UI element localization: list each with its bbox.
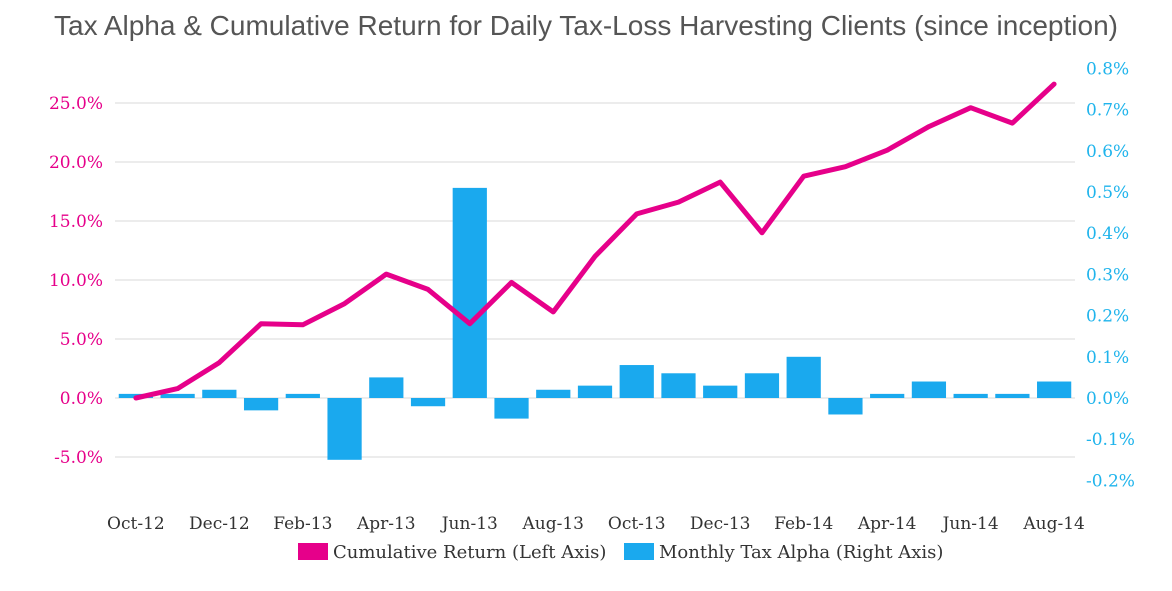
chart-title: Tax Alpha & Cumulative Return for Daily … [54, 10, 1118, 41]
tax-alpha-bar [536, 389, 571, 398]
left-axis-tick-label: 25.0% [49, 94, 103, 114]
tax-alpha-bar [369, 377, 404, 398]
tax-alpha-bars [118, 187, 1072, 460]
legend-swatch-tax-alpha [624, 543, 654, 560]
tax-alpha-bar [202, 389, 237, 398]
right-axis-tick-label: 0.0% [1086, 389, 1129, 409]
tax-alpha-bar [870, 393, 905, 398]
x-axis-tick-label: Apr-13 [356, 514, 416, 534]
tax-alpha-bar [243, 398, 279, 411]
tax-alpha-bar [703, 385, 738, 398]
tax-alpha-bar [494, 398, 529, 419]
right-axis-tick-label: 0.5% [1086, 183, 1129, 203]
tax-alpha-bar [995, 393, 1030, 398]
x-axis-tick-label: Feb-13 [273, 514, 332, 534]
tax-alpha-bar [619, 365, 654, 398]
left-axis-tick-label: 10.0% [49, 271, 103, 291]
x-axis-tick-label: Jun-13 [440, 514, 498, 534]
tax-alpha-bar [452, 187, 487, 398]
cumulative-return-line [133, 81, 1057, 401]
x-axis-tick-label: Apr-14 [857, 514, 917, 534]
left-axis-tick-label: 0.0% [60, 389, 103, 409]
legend-label-cumulative-return: Cumulative Return (Left Axis) [333, 542, 606, 563]
x-axis-tick-label: Jun-14 [941, 514, 999, 534]
left-axis: -5.0% 0.0% 5.0% 10.0% 15.0% 20.0% 25.0% [49, 94, 103, 468]
right-axis-tick-label: 0.2% [1086, 307, 1129, 327]
right-axis-tick-label: 0.3% [1086, 265, 1129, 285]
x-axis-tick-label: Feb-14 [774, 514, 833, 534]
tax-alpha-bar [285, 393, 320, 398]
left-axis-tick-label: 20.0% [49, 153, 103, 173]
right-axis-tick-label: 0.4% [1086, 224, 1129, 244]
tax-alpha-bar [828, 398, 863, 415]
cumulative-return-line-group [133, 81, 1057, 401]
x-axis-tick-label: Aug-13 [522, 514, 584, 534]
x-axis-tick-label: Oct-12 [107, 514, 165, 534]
tax-alpha-bar [786, 356, 821, 398]
x-axis: Oct-12 Dec-12 Feb-13 Apr-13 Jun-13 Aug-13 Oct-… [107, 514, 1085, 534]
legend-label-tax-alpha: Monthly Tax Alpha (Right Axis) [659, 542, 943, 563]
tax-alpha-bar [1037, 381, 1072, 398]
legend-swatch-cumulative-return [298, 543, 328, 560]
x-axis-tick-label: Aug-14 [1022, 514, 1084, 534]
right-axis-tick-label: 0.7% [1086, 101, 1129, 121]
tax-alpha-bar [744, 373, 780, 398]
x-axis-tick-label: Dec-13 [690, 514, 751, 534]
x-axis-tick-label: Oct-13 [608, 514, 666, 534]
x-axis-tick-label: Dec-12 [189, 514, 250, 534]
right-axis-tick-label: 0.6% [1086, 142, 1129, 162]
tax-alpha-bar [953, 393, 988, 398]
left-axis-tick-label: 5.0% [60, 330, 103, 350]
right-axis-tick-label: 0.1% [1086, 348, 1129, 368]
tax-alpha-bar [661, 373, 696, 398]
tax-alpha-bar [160, 393, 195, 398]
tax-alpha-bar [911, 381, 947, 398]
right-axis-tick-label: -0.1% [1086, 430, 1135, 450]
right-axis: -0.2% -0.1% 0.0% 0.1% 0.2% 0.3% 0.4% 0.5% 0.6% 0.… [1086, 59, 1135, 491]
tax-alpha-bar [577, 385, 613, 398]
right-axis-tick-label: 0.8% [1086, 59, 1129, 79]
tax-alpha-bar [327, 398, 362, 460]
left-axis-tick-label: -5.0% [54, 448, 103, 468]
tax-alpha-bar [410, 398, 446, 407]
right-axis-tick-label: -0.2% [1086, 471, 1135, 491]
legend: Cumulative Return (Left Axis) Monthly Tax… [298, 542, 943, 563]
left-axis-tick-label: 15.0% [49, 212, 103, 232]
